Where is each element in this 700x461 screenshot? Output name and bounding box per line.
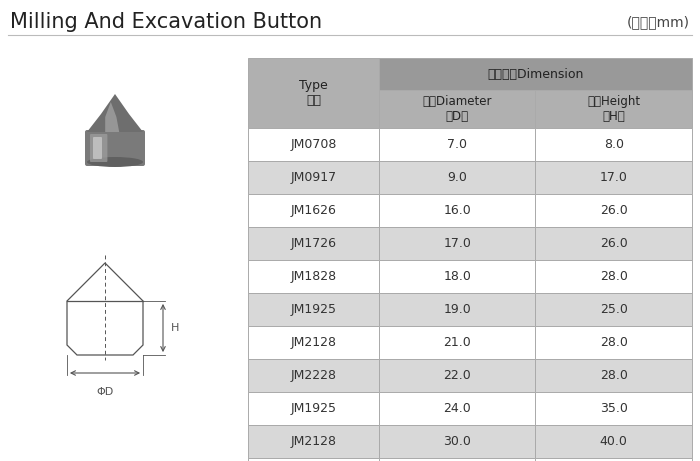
- Text: 16.0: 16.0: [443, 204, 471, 217]
- Bar: [248, 359, 379, 392]
- Bar: [379, 260, 536, 293]
- Bar: [536, 128, 692, 161]
- Text: JM0917: JM0917: [290, 171, 337, 184]
- Text: 基本尺寸Dimension: 基本尺寸Dimension: [487, 67, 584, 81]
- Bar: [379, 194, 536, 227]
- Text: 26.0: 26.0: [600, 237, 627, 250]
- Text: 直径Diameter
（D）: 直径Diameter （D）: [422, 95, 492, 123]
- Text: 17.0: 17.0: [443, 237, 471, 250]
- Text: Type
型号: Type 型号: [299, 79, 328, 107]
- Text: 22.0: 22.0: [443, 369, 471, 382]
- Text: 高度Height
（H）: 高度Height （H）: [587, 95, 640, 123]
- Bar: [379, 161, 536, 194]
- FancyBboxPatch shape: [85, 130, 145, 166]
- Polygon shape: [105, 102, 119, 132]
- Bar: [248, 227, 379, 260]
- Text: JM1726: JM1726: [290, 237, 337, 250]
- Bar: [379, 458, 536, 461]
- Bar: [379, 359, 536, 392]
- Text: 7.0: 7.0: [447, 138, 467, 151]
- Text: JM1626: JM1626: [290, 204, 337, 217]
- Bar: [536, 359, 692, 392]
- Bar: [536, 161, 692, 194]
- Bar: [379, 392, 536, 425]
- Text: JM1925: JM1925: [290, 402, 337, 415]
- Bar: [379, 326, 536, 359]
- Text: JM2228: JM2228: [290, 369, 337, 382]
- Bar: [248, 161, 379, 194]
- Text: H: H: [171, 323, 179, 333]
- Polygon shape: [87, 94, 143, 132]
- Text: 40.0: 40.0: [600, 435, 628, 448]
- Bar: [536, 194, 692, 227]
- Text: 26.0: 26.0: [600, 204, 627, 217]
- FancyBboxPatch shape: [93, 137, 102, 159]
- Ellipse shape: [87, 157, 143, 167]
- Bar: [379, 90, 536, 128]
- Bar: [536, 260, 692, 293]
- Bar: [379, 425, 536, 458]
- Text: JM1828: JM1828: [290, 270, 337, 283]
- Text: 30.0: 30.0: [443, 435, 471, 448]
- Text: 35.0: 35.0: [600, 402, 628, 415]
- Bar: [536, 90, 692, 128]
- Text: 17.0: 17.0: [600, 171, 628, 184]
- Bar: [536, 425, 692, 458]
- FancyBboxPatch shape: [90, 134, 107, 162]
- Text: 28.0: 28.0: [600, 336, 628, 349]
- Text: (单位：mm): (单位：mm): [627, 15, 690, 29]
- Bar: [379, 128, 536, 161]
- Bar: [248, 392, 379, 425]
- Bar: [379, 58, 692, 90]
- Bar: [379, 293, 536, 326]
- Bar: [379, 227, 536, 260]
- Bar: [536, 458, 692, 461]
- Text: JM2128: JM2128: [290, 435, 337, 448]
- Bar: [248, 194, 379, 227]
- Text: 9.0: 9.0: [447, 171, 467, 184]
- Bar: [248, 58, 379, 128]
- Bar: [536, 392, 692, 425]
- Bar: [536, 326, 692, 359]
- Bar: [248, 326, 379, 359]
- Text: 24.0: 24.0: [443, 402, 471, 415]
- Text: ΦD: ΦD: [97, 387, 113, 397]
- Text: 28.0: 28.0: [600, 270, 628, 283]
- Text: 21.0: 21.0: [443, 336, 471, 349]
- Text: JM0708: JM0708: [290, 138, 337, 151]
- Bar: [248, 128, 379, 161]
- Text: 18.0: 18.0: [443, 270, 471, 283]
- Text: 28.0: 28.0: [600, 369, 628, 382]
- Bar: [248, 425, 379, 458]
- Bar: [248, 293, 379, 326]
- Bar: [248, 458, 379, 461]
- Text: 25.0: 25.0: [600, 303, 628, 316]
- Text: 8.0: 8.0: [603, 138, 624, 151]
- Bar: [536, 227, 692, 260]
- Text: Milling And Excavation Button: Milling And Excavation Button: [10, 12, 322, 32]
- Text: 19.0: 19.0: [443, 303, 471, 316]
- Text: JM2128: JM2128: [290, 336, 337, 349]
- Text: JM1925: JM1925: [290, 303, 337, 316]
- Bar: [536, 293, 692, 326]
- Bar: [248, 260, 379, 293]
